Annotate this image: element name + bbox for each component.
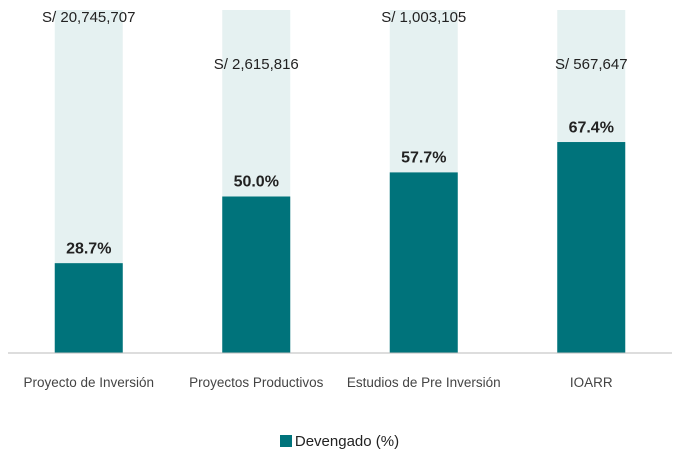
- x-tick-label: Proyectos Productivos: [189, 375, 324, 390]
- data-label: 28.7%: [66, 240, 111, 257]
- bar: [54, 263, 123, 353]
- annotation: S/ 20,745,707: [42, 9, 135, 26]
- annotation: S/ 567,647: [555, 56, 628, 73]
- annotation: S/ 2,615,816: [214, 56, 299, 73]
- legend-label: Devengado (%): [294, 433, 400, 450]
- x-tick-label: Proyecto de Inversión: [23, 375, 155, 390]
- bar: [222, 196, 291, 353]
- bar: [389, 172, 458, 353]
- data-label: 57.7%: [401, 150, 446, 167]
- x-tick-label: Estudios de Pre Inversión: [346, 375, 501, 390]
- legend-swatch: [279, 435, 292, 447]
- annotation: S/ 1,003,105: [381, 9, 466, 26]
- bar: [557, 142, 626, 353]
- data-label: 50.0%: [234, 174, 279, 191]
- x-tick-label: IOARR: [569, 375, 613, 390]
- data-label: 67.4%: [569, 119, 614, 136]
- legend: Devengado (%): [0, 433, 679, 450]
